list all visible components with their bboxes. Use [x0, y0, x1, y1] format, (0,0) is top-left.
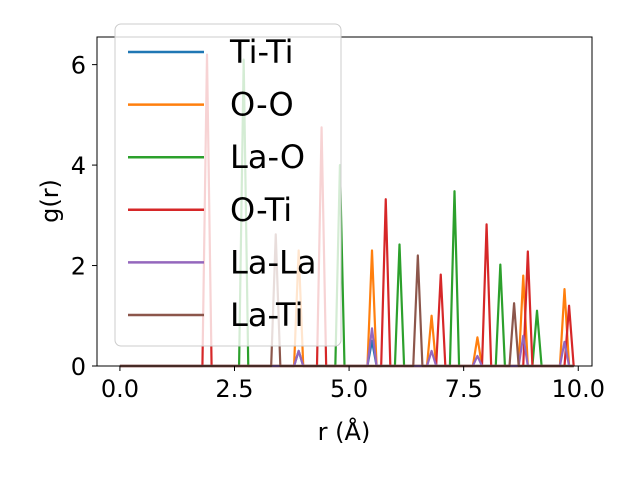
x-axis-ticks: 0.0 2.5 5.0 7.5 10.0 — [101, 366, 605, 403]
y-tick-label: 6 — [71, 52, 86, 80]
legend-label-la-ti: La-Ti — [230, 296, 304, 334]
legend-label-la-o: La-O — [230, 138, 305, 176]
x-tick-label: 7.5 — [445, 375, 483, 403]
x-tick-label: 5.0 — [330, 375, 368, 403]
y-tick-label: 4 — [71, 152, 86, 180]
y-axis-ticks: 0 2 4 6 — [71, 52, 97, 381]
legend-label-ti-ti: Ti-Ti — [229, 33, 294, 71]
y-tick-label: 0 — [71, 353, 86, 381]
plot-frame — [96, 36, 593, 367]
x-tick-label: 0.0 — [101, 375, 139, 403]
legend-label-la-la: La-La — [230, 243, 316, 281]
x-tick-label: 10.0 — [552, 375, 605, 403]
legend-frame — [114, 23, 342, 347]
legend-label-o-o: O-O — [230, 86, 294, 124]
legend: Ti-Ti O-O La-O O-Ti La-La La-Ti — [114, 23, 342, 347]
y-tick-label: 2 — [71, 253, 86, 281]
x-tick-label: 2.5 — [215, 375, 253, 403]
legend-label-o-ti: O-Ti — [230, 191, 292, 229]
y-axis-title: g(r) — [36, 179, 64, 223]
x-axis-title: r (Å) — [318, 417, 371, 446]
